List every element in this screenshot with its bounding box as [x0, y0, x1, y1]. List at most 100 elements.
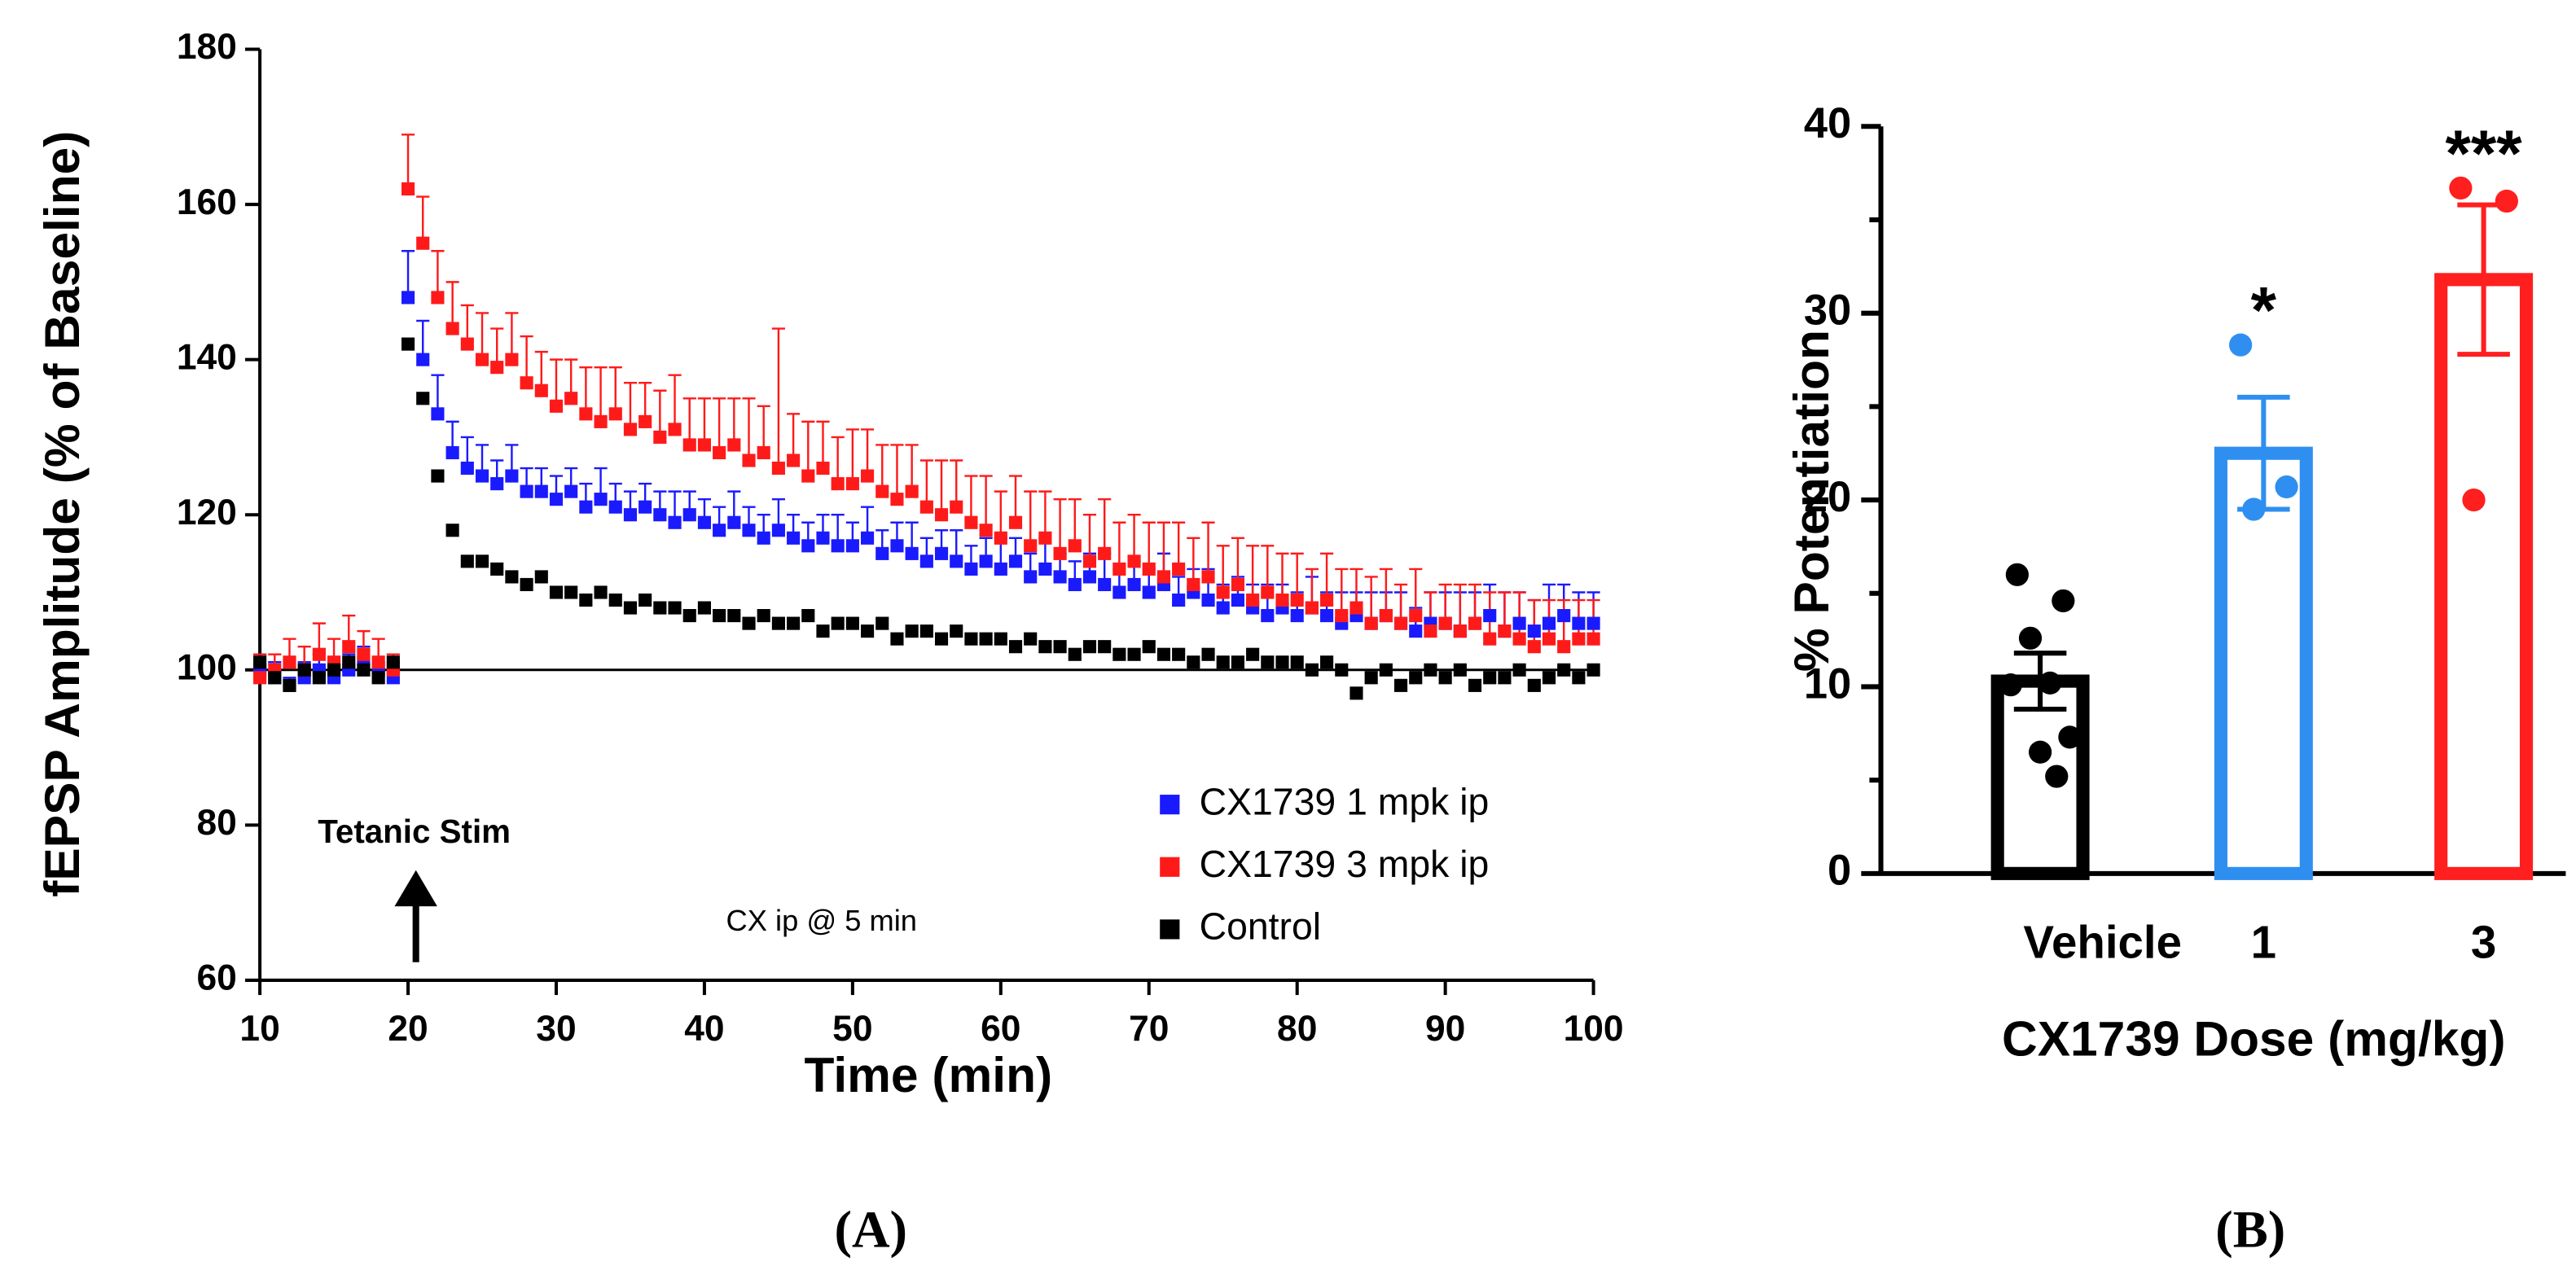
marker: [564, 484, 578, 498]
marker: [534, 570, 548, 584]
error-bar: [1512, 591, 1526, 639]
marker: [1187, 655, 1200, 669]
data-point: [2058, 725, 2082, 749]
marker: [1231, 593, 1244, 607]
marker: [994, 562, 1007, 576]
marker: [1246, 647, 1260, 661]
data-point: [2005, 563, 2029, 586]
error-bar: [431, 250, 445, 298]
marker: [1038, 640, 1052, 654]
marker: [1305, 601, 1319, 615]
y-tick-label: 0: [1828, 848, 1851, 895]
marker: [1082, 554, 1097, 568]
marker: [1586, 632, 1600, 646]
marker: [1586, 663, 1600, 677]
marker: [534, 484, 548, 498]
marker: [1172, 593, 1186, 607]
marker: [623, 508, 638, 522]
marker: [890, 632, 904, 646]
marker: [1068, 577, 1082, 592]
marker: [801, 539, 815, 553]
error-bar: [950, 459, 963, 507]
marker: [386, 655, 400, 669]
marker: [1393, 616, 1408, 630]
panel-label: (B): [2215, 1199, 2285, 1258]
marker: [934, 632, 949, 646]
error-bar: [1156, 521, 1171, 577]
marker: [831, 539, 845, 553]
marker: [682, 438, 696, 452]
x-tick-label: 40: [684, 1009, 724, 1049]
marker: [416, 392, 430, 405]
marker: [697, 601, 711, 615]
annotation: Tetanic Stim: [318, 813, 511, 850]
marker: [639, 500, 652, 514]
marker: [520, 577, 533, 592]
marker: [312, 671, 326, 685]
marker: [994, 531, 1007, 545]
marker: [1320, 593, 1334, 607]
marker: [1335, 663, 1349, 677]
error-bar: [831, 436, 845, 484]
marker: [934, 508, 949, 522]
marker: [357, 647, 371, 661]
error-bar: [1409, 568, 1423, 616]
error-bar: [445, 281, 459, 329]
marker: [1453, 624, 1467, 638]
marker: [1231, 655, 1244, 669]
error-bar: [757, 405, 770, 453]
marker: [520, 484, 533, 498]
marker: [1483, 609, 1497, 623]
marker: [549, 585, 564, 599]
error-bar: [653, 389, 667, 437]
marker: [401, 182, 415, 196]
marker: [1261, 655, 1275, 669]
marker: [1572, 632, 1586, 646]
marker: [713, 609, 726, 623]
marker: [268, 671, 282, 685]
marker: [1557, 609, 1571, 623]
marker: [1527, 640, 1541, 654]
marker: [1172, 562, 1186, 576]
marker: [401, 291, 415, 305]
marker: [431, 407, 445, 421]
marker: [1082, 570, 1097, 584]
marker: [283, 678, 296, 692]
y-tick-label: 60: [197, 958, 237, 998]
marker: [964, 562, 978, 576]
marker: [1275, 655, 1289, 669]
marker: [1261, 609, 1275, 623]
error-bar: [1246, 545, 1260, 601]
marker: [1483, 632, 1497, 646]
y-tick-label: 40: [1804, 100, 1851, 147]
error-bar: [845, 428, 859, 484]
error-bar: [801, 420, 815, 476]
error-bar: [964, 475, 978, 523]
error-bar: [401, 134, 415, 190]
marker: [579, 500, 593, 514]
marker: [1098, 546, 1112, 560]
error-bar: [594, 366, 608, 422]
marker: [1349, 601, 1363, 615]
marker: [431, 291, 445, 305]
marker: [801, 469, 815, 483]
marker: [1512, 616, 1526, 630]
marker: [771, 524, 785, 537]
marker: [445, 322, 459, 335]
error-bar: [682, 397, 696, 445]
marker: [653, 601, 667, 615]
marker: [845, 477, 859, 491]
error-bar: [1379, 568, 1393, 616]
marker: [460, 461, 474, 475]
marker: [460, 337, 474, 351]
marker: [1483, 671, 1497, 685]
error-bar: [1053, 497, 1067, 554]
marker: [1127, 647, 1141, 661]
marker: [1246, 593, 1260, 607]
marker: [860, 469, 875, 483]
marker: [490, 361, 504, 375]
y-tick-label: 120: [177, 493, 237, 532]
marker: [1142, 585, 1156, 599]
error-bar: [1142, 521, 1156, 569]
x-tick-label: 90: [1425, 1009, 1465, 1049]
